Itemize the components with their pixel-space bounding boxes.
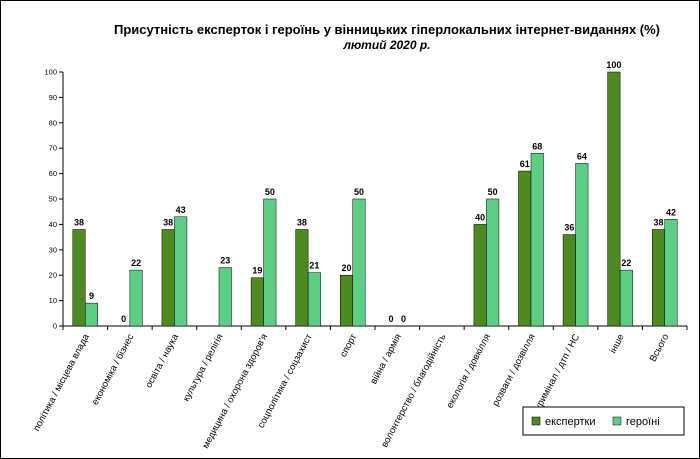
category-label: Всього [648,332,672,364]
data-label: 100 [606,60,621,70]
category-label: спорт [338,332,360,359]
category-label: культура / релігія [181,332,226,403]
bar-heroine [619,269,633,327]
data-label: 38 [74,217,84,227]
category-label: освіта / наука [143,332,181,390]
bar-heroine [575,163,589,327]
bar-expert [562,234,576,327]
bar-heroine [129,269,143,327]
legend-box [522,406,685,436]
legend-swatch-expert [531,416,541,426]
bar-heroine [530,153,544,327]
data-label: 50 [354,187,364,197]
data-label: 38 [163,217,173,227]
data-labels: 38 0 38 19 38 20 0 40 61 36 100 38 9 22 43 23 50 21 50 0 50 6… [74,60,676,324]
legend-label-expert: експертки [545,416,596,428]
bar-heroine [307,272,321,327]
legend-swatch-heroine [612,416,622,426]
category-label: кримінал / дтп / НС [533,332,582,412]
bar-heroine [263,198,277,327]
category-label: інше [608,332,627,355]
y-tick-label: 40 [49,220,57,229]
data-label: 50 [265,187,275,197]
bar-heroine [218,267,232,327]
legend: експертки героїні [522,406,685,436]
data-label: 38 [653,217,663,227]
legend-label-heroine: героїні [626,416,660,428]
data-label: 64 [577,151,587,161]
bar-expert [518,170,532,327]
data-label: 0 [401,314,406,324]
bar-expert [607,71,621,327]
data-label: 61 [520,159,530,169]
data-label: 0 [121,314,126,324]
data-label: 22 [621,258,631,268]
bar-expert [72,229,86,327]
category-label: економіка / бізнес [90,332,137,407]
bar-heroine [352,198,366,327]
chart-subtitle: лютий 2020 р. [342,38,430,52]
bar-expert [161,229,175,327]
y-tick-label: 80 [49,118,57,127]
bar-heroine [174,216,188,327]
chart-title: Присутність експерток і героїнь у вінниц… [114,22,660,37]
bar-expert [339,274,353,327]
data-label: 19 [252,266,262,276]
bar-expert [473,224,487,327]
bar-expert [295,229,309,327]
bars [72,71,678,327]
bar-expert [651,229,665,327]
y-tick-label: 70 [49,144,57,153]
y-tick-label: 60 [49,169,57,178]
data-label: 21 [309,261,319,271]
y-tick-label: 50 [49,195,57,204]
bar-heroine [85,302,99,327]
y-tick-label: 30 [49,245,57,254]
y-tick-label: 10 [49,296,57,305]
data-label: 40 [475,212,485,222]
category-label: війна / армія [368,332,404,386]
data-label: 22 [131,258,141,268]
data-label: 36 [564,223,574,233]
bar-heroine [664,219,678,327]
data-label: 23 [220,256,230,266]
category-label: політика / місцева влада [31,332,92,434]
data-label: 42 [666,207,676,217]
data-label: 9 [89,291,94,301]
category-label: екологія / довкілля [445,332,493,410]
data-label: 38 [297,217,307,227]
y-tick-label: 90 [49,93,57,102]
data-label: 43 [176,205,186,215]
bar-heroine [486,198,500,327]
category-label: розваги / дозвілля [490,332,537,408]
data-label: 68 [532,141,542,151]
y-tick-label: 100 [44,68,57,77]
y-tick-label: 20 [49,271,57,280]
data-label: 0 [389,314,394,324]
data-label: 50 [488,187,498,197]
bar-expert [250,277,264,327]
y-tick-label: 0 [53,322,57,331]
data-label: 20 [341,263,351,273]
